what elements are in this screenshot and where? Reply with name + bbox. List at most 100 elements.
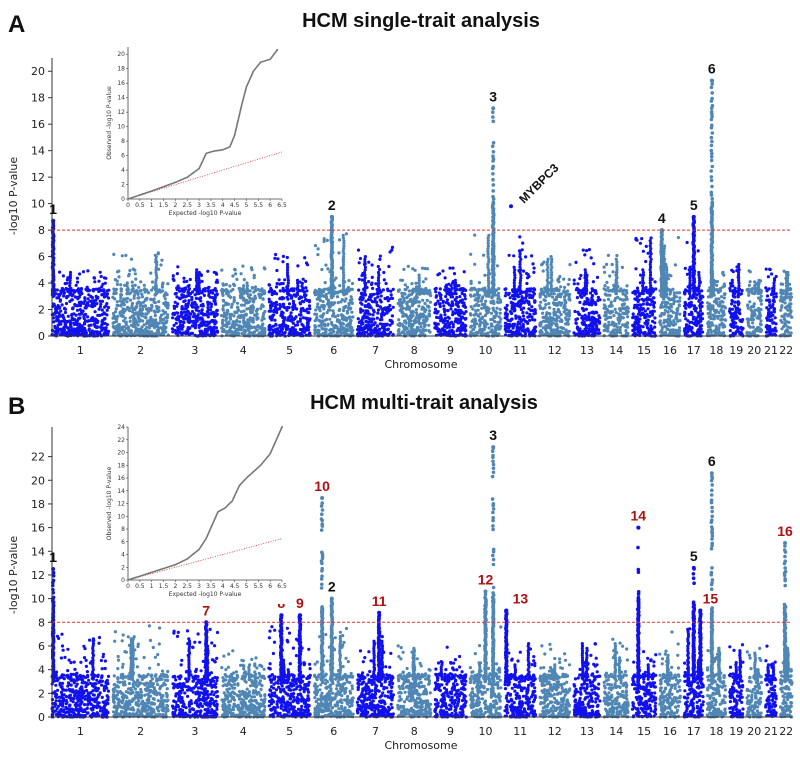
snp-point [367, 260, 371, 264]
snp-point [403, 319, 407, 323]
snp-point [531, 309, 535, 313]
snp-point [145, 312, 149, 316]
snp-point [532, 292, 537, 296]
snp-point [280, 324, 284, 328]
snp-point [104, 331, 108, 335]
snp-point [404, 288, 408, 292]
snp-point [648, 270, 653, 275]
snp-point [62, 332, 66, 336]
snp-point [377, 267, 382, 272]
snp-point [81, 309, 85, 313]
snp-point [676, 307, 680, 311]
snp-point [443, 313, 447, 317]
snp-point [252, 276, 256, 280]
snp-point [82, 321, 87, 325]
snp-point [99, 274, 103, 279]
snp-point [497, 327, 501, 331]
snp-point [345, 309, 349, 314]
snp-point [391, 305, 395, 309]
snp-point [166, 313, 170, 317]
snp-point [103, 317, 107, 321]
snp-point [243, 324, 247, 328]
snp-point [605, 316, 609, 320]
snp-point [104, 326, 108, 330]
snp-point [206, 327, 210, 331]
snp-point [143, 327, 148, 331]
snp-point [146, 319, 150, 323]
snp-point [142, 323, 146, 327]
snp-point [62, 326, 66, 330]
snp-point [590, 322, 594, 326]
snp-point [550, 265, 554, 269]
snp-point [419, 325, 423, 329]
snp-point [460, 298, 464, 302]
snp-point [684, 306, 688, 310]
snp-point [92, 287, 96, 291]
snp-point [556, 278, 560, 282]
snp-point [301, 277, 305, 281]
snp-point [117, 328, 121, 332]
snp-point [278, 302, 282, 307]
snp-point [611, 270, 615, 274]
snp-point [607, 304, 611, 308]
snp-point [149, 271, 153, 275]
snp-point [215, 280, 220, 284]
snp-point [618, 325, 623, 329]
snp-point [550, 318, 554, 322]
snp-point [132, 316, 136, 320]
snp-point [61, 315, 65, 319]
snp-point [573, 309, 577, 314]
snp-point [344, 232, 348, 236]
snp-point [137, 330, 141, 334]
snp-point [71, 306, 75, 310]
snp-point [448, 289, 452, 293]
snp-point [538, 306, 543, 310]
snp-point [397, 328, 401, 332]
snp-point [689, 300, 693, 304]
snp-point [592, 262, 596, 266]
snp-point [357, 288, 361, 292]
snp-point [149, 315, 153, 319]
snp-point [336, 301, 340, 305]
snp-point [662, 305, 666, 309]
snp-point [364, 315, 369, 319]
snp-point [53, 326, 57, 330]
snp-point [274, 252, 278, 257]
snp-point [134, 289, 138, 293]
snp-point [581, 248, 585, 252]
snp-point [81, 270, 86, 274]
snp-point [474, 312, 478, 316]
snp-point [173, 292, 177, 296]
snp-point [648, 331, 652, 336]
snp-point [65, 295, 69, 299]
snp-point [516, 322, 520, 326]
snp-point [211, 319, 215, 323]
snp-point [541, 292, 546, 296]
snp-point [191, 324, 195, 328]
snp-point [367, 323, 371, 327]
snp-point [433, 322, 437, 326]
snp-point [475, 330, 479, 334]
snp-point [55, 296, 59, 300]
snp-point [241, 264, 245, 268]
snp-point [528, 318, 532, 322]
snp-point [329, 301, 334, 305]
snp-point [225, 323, 229, 327]
snp-point [128, 298, 132, 302]
snp-point [315, 305, 319, 309]
snp-point [478, 327, 482, 332]
snp-point [199, 304, 203, 308]
snp-point [155, 328, 159, 332]
snp-point [541, 315, 545, 319]
snp-point [317, 324, 321, 328]
snp-point [388, 303, 392, 308]
snp-point [341, 233, 345, 237]
snp-point [194, 307, 198, 311]
snp-point [235, 277, 239, 281]
snp-point [429, 294, 433, 298]
snp-point [68, 270, 73, 275]
snp-point [618, 308, 623, 313]
snp-point [68, 273, 72, 277]
snp-point [463, 329, 467, 333]
snp-point [521, 241, 525, 245]
